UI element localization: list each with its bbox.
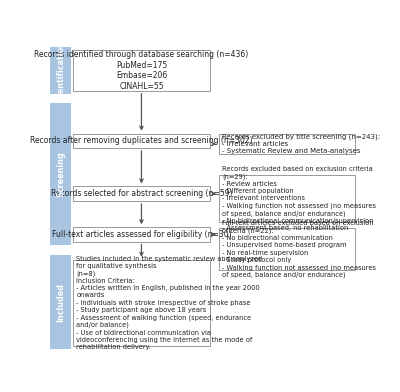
FancyBboxPatch shape bbox=[219, 228, 355, 270]
Text: Studies included in the systematic review and analyzed
for qualitative synthesis: Studies included in the systematic revie… bbox=[76, 256, 262, 350]
Text: Records excluded based on exclusion criteria
(n=29):
- Review articles
- Differe: Records excluded based on exclusion crit… bbox=[222, 166, 376, 231]
Text: Full-text articles excluded based on exclusion
criteria (n=22):
- No bidirection: Full-text articles excluded based on exc… bbox=[222, 220, 376, 278]
FancyBboxPatch shape bbox=[50, 103, 71, 245]
Text: Records identified through database searching (n=436)
PubMed=175
Embase=206
CINA: Records identified through database sear… bbox=[34, 50, 248, 91]
FancyBboxPatch shape bbox=[50, 47, 71, 94]
FancyBboxPatch shape bbox=[73, 227, 210, 242]
Text: Included: Included bbox=[56, 283, 65, 321]
FancyBboxPatch shape bbox=[219, 175, 355, 222]
Text: Full-text articles assessed for eligibility (n=30): Full-text articles assessed for eligibil… bbox=[52, 230, 231, 239]
Text: Identification: Identification bbox=[56, 40, 65, 101]
FancyBboxPatch shape bbox=[73, 260, 210, 346]
FancyBboxPatch shape bbox=[73, 187, 210, 201]
FancyBboxPatch shape bbox=[73, 50, 210, 91]
Text: Screening: Screening bbox=[56, 151, 65, 197]
FancyBboxPatch shape bbox=[73, 134, 210, 148]
Text: Records excluded by title screening (n=243):
- Irrelevant articles
- Systematic : Records excluded by title screening (n=2… bbox=[222, 133, 380, 154]
Text: Records selected for abstract screening (n=59): Records selected for abstract screening … bbox=[51, 189, 232, 198]
Text: Records after removing duplicates and screening (n=302): Records after removing duplicates and sc… bbox=[30, 136, 253, 145]
FancyBboxPatch shape bbox=[219, 134, 355, 154]
FancyBboxPatch shape bbox=[50, 255, 71, 349]
